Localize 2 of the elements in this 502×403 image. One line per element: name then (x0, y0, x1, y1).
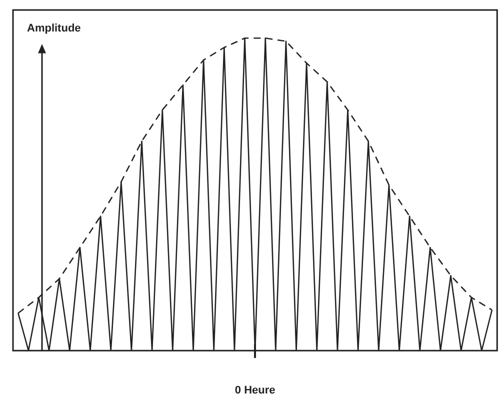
y-axis-title: Amplitude (27, 22, 81, 35)
x-axis-title: 0 Heure (234, 384, 276, 396)
